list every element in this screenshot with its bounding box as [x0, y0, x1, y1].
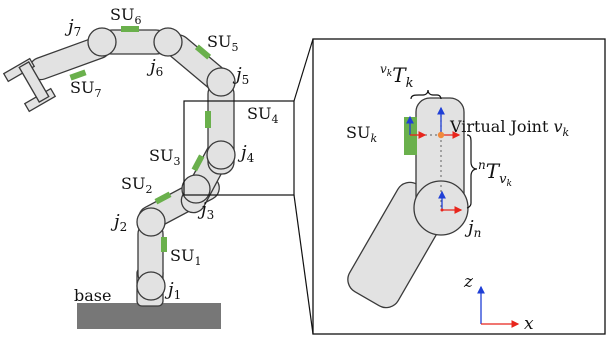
- joint-label-j3: j3: [197, 199, 214, 222]
- virtual-joint-dot: [437, 131, 445, 139]
- zoom-connector-bottom: [293, 194, 314, 335]
- joint-j2: [136, 207, 166, 237]
- sensor-su4: [205, 111, 211, 128]
- detail-panel: vkTk nTvk SUk Virtual Joint vk jn z x: [312, 38, 606, 335]
- joint-label-j7: j7: [64, 16, 81, 39]
- joint-n-label: jn: [464, 217, 481, 240]
- sensor-label-su2: SU2: [121, 174, 152, 196]
- sensor-label-su1: SU1: [170, 246, 201, 268]
- robot-arm: j1 j2 j3 j4 j5 j6 j7 SU1 SU2 SU3 SU4 SU5…: [2, 5, 278, 329]
- zoom-connector-top: [293, 38, 314, 102]
- joint-j3: [181, 174, 211, 204]
- sensor-label-su6: SU6: [110, 5, 141, 27]
- joints: [87, 27, 236, 301]
- zoom-indicator: [183, 38, 314, 335]
- base-plate: [77, 303, 221, 329]
- sensor-units: [69, 26, 212, 252]
- links: [29, 29, 235, 307]
- sensor-label-su3: SU3: [149, 146, 180, 168]
- joint-j4: [206, 140, 236, 170]
- joint-label-j5: j5: [232, 64, 249, 87]
- sensor-su1: [161, 237, 167, 252]
- joint-labels: j1 j2 j3 j4 j5 j6 j7: [64, 16, 255, 302]
- joint-label-j4: j4: [237, 142, 255, 165]
- sensor-label-su5: SU5: [207, 32, 238, 54]
- virtual-joint-frame: [437, 106, 461, 139]
- zoom-region-box: [183, 100, 295, 196]
- detail-sensor-suk: [404, 117, 417, 155]
- sensor-frame-axes: [406, 115, 427, 139]
- sensor-su6: [121, 26, 139, 32]
- joint-label-j1: j1: [164, 279, 181, 302]
- world-axes: z x: [463, 272, 534, 334]
- joint-j1: [136, 271, 166, 301]
- world-z-label: z: [463, 272, 474, 292]
- sensor-label-su4: SU4: [247, 104, 278, 126]
- sensor-su5: [194, 44, 212, 60]
- base-label: base: [74, 286, 111, 305]
- side-transform-brace: [466, 134, 478, 209]
- joint-j7: [87, 27, 117, 57]
- joint-label-j6: j6: [146, 56, 163, 79]
- sensor-label-su7: SU7: [70, 78, 101, 100]
- joint-label-j2: j2: [110, 211, 127, 234]
- joint-n-frame: [438, 190, 463, 214]
- joint-j6: [153, 27, 183, 57]
- gripper-palm: [18, 61, 50, 103]
- transform-side-label: nTvk: [478, 158, 512, 189]
- jn-frame-origin: [440, 208, 444, 212]
- sensor-k-label: SUk: [346, 123, 377, 145]
- joint-j5: [206, 67, 236, 97]
- transform-top-label: vkTk: [380, 62, 414, 91]
- sensor-su2: [154, 191, 172, 205]
- virtual-joint-label: Virtual Joint vk: [449, 117, 570, 139]
- sensor-su3: [191, 154, 205, 172]
- gripper: [2, 57, 57, 113]
- sensor-labels: SU1 SU2 SU3 SU4 SU5 SU6 SU7: [70, 5, 278, 268]
- world-x-label: x: [524, 314, 534, 334]
- top-transform-brace: [410, 89, 442, 100]
- sensor-su7: [69, 69, 87, 81]
